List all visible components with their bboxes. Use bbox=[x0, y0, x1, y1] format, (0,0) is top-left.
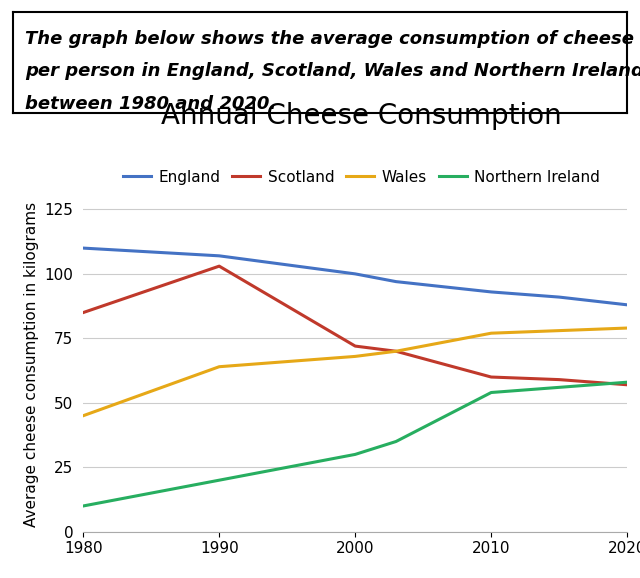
Legend: England, Scotland, Wales, Northern Ireland: England, Scotland, Wales, Northern Irela… bbox=[117, 164, 606, 191]
Y-axis label: Average cheese consumption in kilograms: Average cheese consumption in kilograms bbox=[24, 202, 39, 527]
Text: per person in England, Scotland, Wales and Northern Ireland: per person in England, Scotland, Wales a… bbox=[25, 62, 640, 80]
Text: The graph below shows the average consumption of cheese: The graph below shows the average consum… bbox=[25, 30, 634, 48]
Text: Annual Cheese Consumption: Annual Cheese Consumption bbox=[161, 102, 562, 130]
Text: between 1980 and 2020.: between 1980 and 2020. bbox=[25, 94, 276, 113]
